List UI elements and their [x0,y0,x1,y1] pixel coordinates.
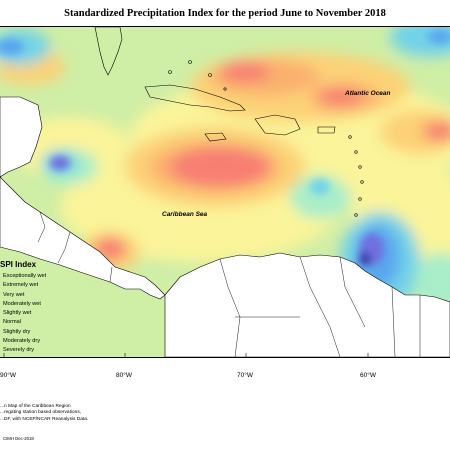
legend-item-label: Slightly wet [3,310,32,317]
legend-item-label: Moderately wet [3,300,41,307]
lon-ticks [3,353,369,357]
legend-item-label: Normal [3,319,22,326]
map-notes: ...n Map of the Caribbean Region ...rega… [0,404,88,423]
legend-item-label: Exceptionally wet [3,273,47,279]
legend-item-label: Extremely wet [3,282,39,289]
legend-title: SPI Index [0,260,37,269]
atlantic-ocean-label: Atlantic Ocean [345,90,391,97]
map-title: Standardized Precipitation Index for the… [64,8,386,19]
note-line: ...regating station based observations, [0,410,82,416]
lon-label-70w: 70°W [237,372,253,379]
note-line: ...n Map of the Caribbean Region [0,404,71,409]
legend-item-label: Slightly dry [3,328,31,335]
credit: CIMH Dec-2018 [3,436,34,441]
legend-item-label: Moderately dry [3,338,40,345]
spi-map-svg [0,27,450,357]
landmasses [0,27,450,357]
borders [37,211,421,357]
legend-item-label: Extremely dry [3,356,37,358]
spi-map: Atlantic Ocean Caribbean Sea SPI Index E… [0,26,450,358]
spi-field-core [0,30,450,266]
lon-label-80w: 80°W [116,372,132,379]
lon-label-60w: 60°W [360,372,376,379]
legend-item-label: Very wet [3,291,25,298]
note-line: ...DF, with NCEP/NCAR Reanalysis Data. [0,416,89,422]
legend-item-label: Severely dry [3,347,35,354]
lon-label-90w: 90°W [0,372,16,379]
caribbean-sea-label: Caribbean Sea [162,211,208,218]
